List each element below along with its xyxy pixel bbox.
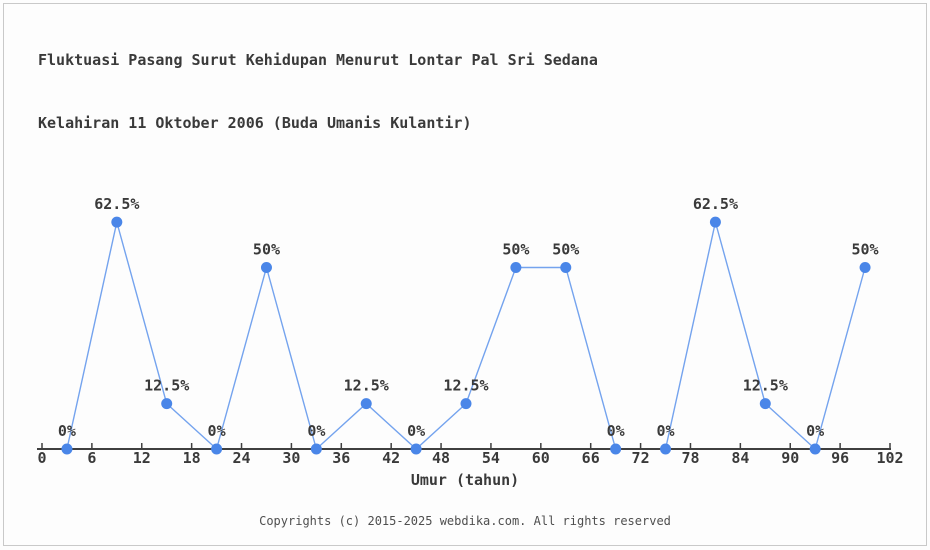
data-point-marker xyxy=(310,443,322,455)
chart-title-line1: Fluktuasi Pasang Surut Kehidupan Menurut… xyxy=(38,51,598,69)
data-point-marker xyxy=(260,262,272,273)
data-point-label: 50% xyxy=(502,241,529,259)
data-point-label: 0% xyxy=(607,422,625,440)
x-tick-label: 30 xyxy=(282,449,300,467)
data-point-marker xyxy=(111,216,123,228)
data-point-marker xyxy=(560,262,572,273)
data-point-marker xyxy=(709,216,721,228)
data-point-label: 12.5% xyxy=(344,377,389,395)
data-point-label: 0% xyxy=(407,422,425,440)
copyright-notice: Copyrights (c) 2015-2025 webdika.com. Al… xyxy=(259,514,671,528)
data-point-marker xyxy=(161,398,173,410)
x-tick-label: 90 xyxy=(781,449,799,467)
data-point-marker xyxy=(410,443,422,455)
x-tick-label: 78 xyxy=(681,449,699,467)
data-point-label: 12.5% xyxy=(443,377,488,395)
data-point-label: 0% xyxy=(806,422,824,440)
data-point-marker xyxy=(660,443,672,455)
data-point-label: 50% xyxy=(852,241,879,259)
chart-title-line2: Kelahiran 11 Oktober 2006 (Buda Umanis K… xyxy=(38,114,472,132)
x-tick-label: 66 xyxy=(582,449,600,467)
data-point-label: 0% xyxy=(307,422,325,440)
data-point-marker xyxy=(809,443,821,455)
x-tick-label: 72 xyxy=(632,449,650,467)
data-point-label: 12.5% xyxy=(144,377,189,395)
data-point-marker xyxy=(360,398,372,410)
data-point-marker xyxy=(859,262,871,273)
data-point-marker xyxy=(759,398,771,410)
x-tick-label: 6 xyxy=(87,449,96,467)
data-point-marker xyxy=(61,443,73,455)
data-point-label: 50% xyxy=(552,241,579,259)
data-point-label: 0% xyxy=(58,422,76,440)
data-point-label: 62.5% xyxy=(94,195,139,213)
x-tick-label: 18 xyxy=(183,449,201,467)
data-point-label: 12.5% xyxy=(743,377,788,395)
data-point-label: 50% xyxy=(253,241,280,259)
x-axis-title: Umur (tahun) xyxy=(410,471,520,489)
x-tick-label: 96 xyxy=(831,449,849,467)
data-point-label: 0% xyxy=(208,422,226,440)
x-tick-label: 54 xyxy=(482,449,500,467)
data-point-label: 0% xyxy=(656,422,674,440)
x-tick-label: 42 xyxy=(382,449,400,467)
data-point-marker xyxy=(460,398,472,410)
x-tick-label: 36 xyxy=(332,449,350,467)
x-tick-label: 48 xyxy=(432,449,450,467)
data-point-marker xyxy=(510,262,522,273)
x-tick-label: 102 xyxy=(876,449,903,467)
data-point-label: 62.5% xyxy=(693,195,738,213)
series-line xyxy=(66,221,866,451)
x-tick-label: 0 xyxy=(37,449,46,467)
x-tick-label: 84 xyxy=(731,449,749,467)
x-tick-label: 12 xyxy=(133,449,151,467)
data-point-marker xyxy=(211,443,223,455)
x-tick-label: 24 xyxy=(232,449,250,467)
x-tick-label: 60 xyxy=(532,449,550,467)
chart-title: Fluktuasi Pasang Surut Kehidupan Menurut… xyxy=(38,8,598,155)
data-point-marker xyxy=(610,443,622,455)
